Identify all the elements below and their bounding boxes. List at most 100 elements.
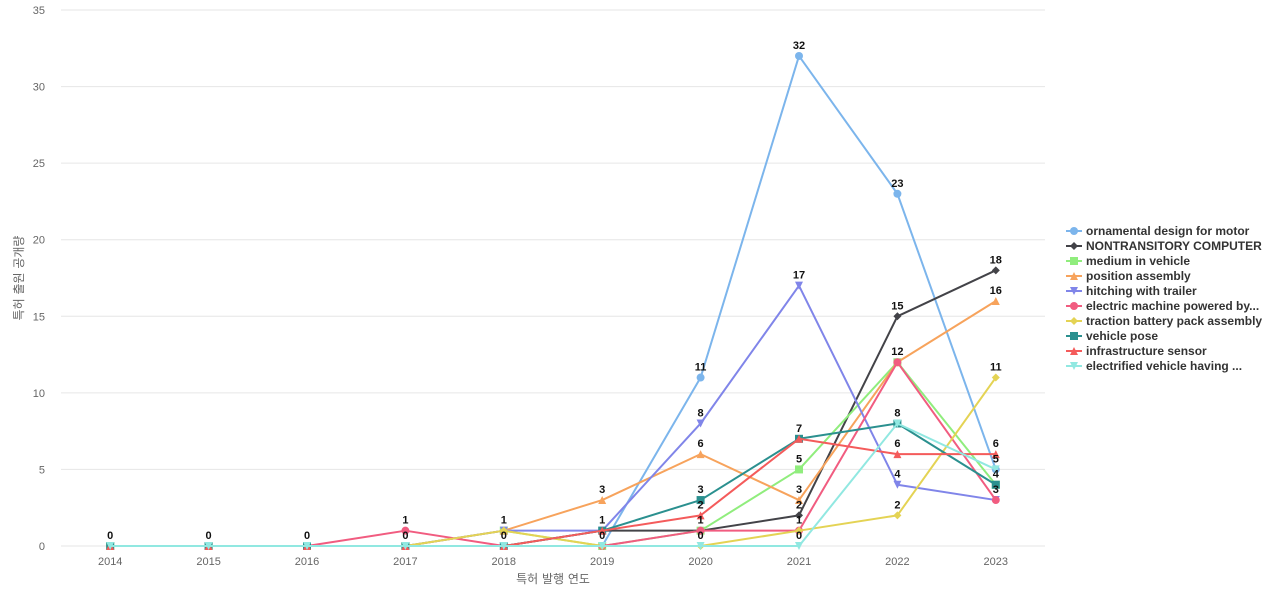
series-line[interactable]: [110, 300, 997, 547]
data-point[interactable]: [303, 542, 311, 550]
data-point[interactable]: [991, 480, 1000, 489]
data-point[interactable]: [696, 496, 705, 505]
legend-item[interactable]: ornamental design for motor: [1066, 224, 1250, 238]
data-point[interactable]: [204, 542, 213, 550]
legend-item[interactable]: hitching with trailer: [1066, 284, 1197, 298]
data-label: 0: [402, 530, 408, 542]
y-tick-label: 25: [33, 158, 45, 170]
data-label: 11: [695, 362, 707, 374]
data-point[interactable]: [696, 526, 705, 535]
data-point[interactable]: [893, 189, 902, 198]
data-point[interactable]: [401, 526, 410, 535]
series-line[interactable]: [110, 54, 997, 547]
data-point[interactable]: [893, 511, 902, 520]
data-point[interactable]: [893, 450, 902, 459]
data-point[interactable]: [795, 496, 803, 505]
data-point[interactable]: [795, 51, 803, 60]
legend-item[interactable]: infrastructure sensor: [1066, 344, 1207, 358]
legend-label: electrified vehicle having ...: [1086, 359, 1242, 373]
data-point[interactable]: [795, 526, 803, 535]
legend-marker-swatch[interactable]: [1070, 272, 1078, 280]
data-point[interactable]: [106, 542, 115, 550]
legend-label: position assembly: [1086, 269, 1191, 283]
data-point[interactable]: [893, 419, 902, 428]
data-point[interactable]: [696, 511, 705, 520]
series-line[interactable]: [110, 284, 996, 547]
data-point[interactable]: [991, 373, 1000, 382]
y-tick-label: 30: [33, 82, 45, 94]
data-point[interactable]: [893, 312, 902, 321]
data-point[interactable]: [795, 434, 803, 443]
legend-marker-swatch[interactable]: [1070, 302, 1078, 310]
data-label: 1: [796, 515, 802, 527]
x-tick-label: 2023: [984, 556, 1008, 568]
series-8: [106, 434, 1000, 550]
data-label: 8: [894, 407, 900, 419]
data-label: 7: [796, 423, 802, 435]
legend-item[interactable]: NONTRANSITORY COMPUTER: [1066, 239, 1262, 253]
data-point[interactable]: [991, 465, 1000, 474]
data-point[interactable]: [991, 266, 1000, 275]
series-line[interactable]: [110, 269, 997, 547]
legend-marker-swatch[interactable]: [1070, 317, 1078, 325]
data-point[interactable]: [991, 450, 1000, 459]
data-point[interactable]: [991, 496, 1000, 505]
data-point[interactable]: [795, 281, 803, 290]
series-line[interactable]: [110, 361, 997, 547]
legend-item[interactable]: traction battery pack assembly: [1066, 314, 1262, 328]
data-point[interactable]: [795, 542, 803, 550]
data-label: 23: [891, 178, 903, 190]
data-label: 4: [993, 469, 1000, 481]
data-label: 6: [698, 438, 704, 450]
y-axis-title: 특허 출원 공개량: [12, 236, 26, 321]
legend-item[interactable]: position assembly: [1066, 269, 1191, 283]
data-point[interactable]: [893, 480, 902, 489]
series-line[interactable]: [110, 422, 997, 547]
data-point[interactable]: [598, 542, 607, 550]
data-label: 0: [501, 530, 507, 542]
x-tick-label: 2020: [688, 556, 712, 568]
x-tick-label: 2014: [98, 556, 122, 568]
data-point[interactable]: [795, 511, 803, 520]
data-label: 4: [894, 469, 901, 481]
data-point[interactable]: [401, 542, 410, 550]
series-line[interactable]: [110, 376, 997, 547]
data-point[interactable]: [696, 450, 705, 459]
data-point[interactable]: [696, 542, 705, 550]
data-point[interactable]: [598, 526, 607, 535]
y-axis: 0 5 10 15 20 25 30 35: [33, 5, 45, 553]
legend-marker-swatch[interactable]: [1070, 362, 1078, 370]
data-label: 0: [206, 530, 212, 542]
data-point[interactable]: [696, 419, 705, 428]
data-point[interactable]: [499, 526, 508, 535]
data-label: 0: [796, 530, 802, 542]
legend-item[interactable]: medium in vehicle: [1066, 254, 1190, 268]
legend-marker-swatch[interactable]: [1070, 332, 1078, 340]
data-label: 5: [993, 453, 999, 465]
data-point[interactable]: [893, 358, 902, 367]
y-tick-label: 10: [33, 388, 45, 400]
legend-item[interactable]: electrified vehicle having ...: [1066, 359, 1242, 373]
legend-marker-swatch[interactable]: [1070, 227, 1078, 235]
legend-marker-swatch[interactable]: [1070, 242, 1078, 250]
legend-item[interactable]: electric machine powered by...: [1066, 299, 1259, 313]
data-point[interactable]: [696, 373, 705, 382]
data-point[interactable]: [795, 465, 803, 474]
legend-item[interactable]: vehicle pose: [1066, 329, 1158, 343]
data-point[interactable]: [499, 542, 508, 550]
data-point[interactable]: [598, 496, 607, 505]
series-line[interactable]: [110, 361, 997, 547]
legend-marker-swatch[interactable]: [1070, 287, 1078, 295]
x-tick-label: 2016: [295, 556, 319, 568]
data-label: 0: [698, 530, 704, 542]
data-point[interactable]: [991, 296, 1000, 305]
legend-marker-swatch[interactable]: [1070, 347, 1078, 355]
x-tick-label: 2022: [885, 556, 909, 568]
data-label: 2: [894, 499, 900, 511]
data-label: 1: [698, 515, 704, 527]
legend-label: traction battery pack assembly: [1086, 314, 1262, 328]
series-line[interactable]: [110, 422, 997, 547]
legend-marker-swatch[interactable]: [1070, 257, 1078, 265]
data-label: 12: [891, 346, 903, 358]
